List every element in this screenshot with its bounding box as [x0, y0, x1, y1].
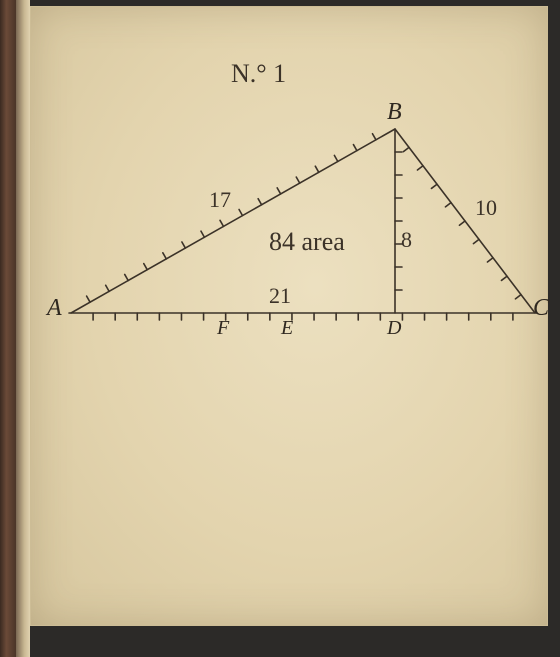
- manuscript-page: N.° 1 84 area 17 10 8 21 A B C D E F: [30, 6, 548, 626]
- point-d-label: D: [387, 317, 401, 340]
- point-e-label: E: [281, 317, 293, 340]
- side-ab-label: 17: [209, 187, 231, 213]
- point-c-label: C: [533, 295, 549, 322]
- point-f-label: F: [217, 317, 229, 340]
- book-spine: [0, 0, 16, 657]
- page-gutter: [16, 0, 30, 657]
- side-ac-label: 21: [269, 283, 291, 309]
- figure-number: N.° 1: [231, 59, 286, 89]
- geometry-figure: N.° 1 84 area 17 10 8 21 A B C D E F: [41, 87, 541, 367]
- point-a-label: A: [47, 295, 62, 322]
- area-label: 84 area: [269, 227, 345, 257]
- point-b-label: B: [387, 99, 402, 126]
- side-bc-label: 10: [475, 195, 497, 221]
- side-bd-label: 8: [401, 227, 412, 253]
